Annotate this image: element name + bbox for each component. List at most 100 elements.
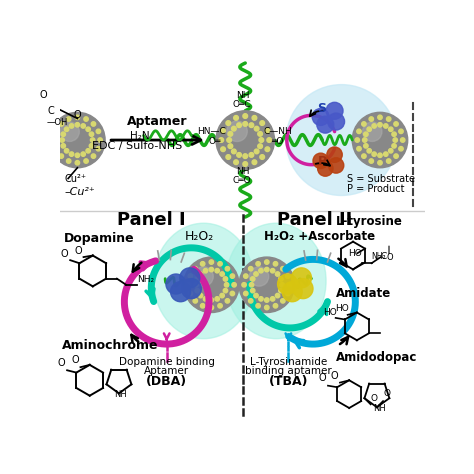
- Text: C: C: [381, 252, 387, 261]
- Text: S: S: [318, 102, 327, 115]
- Circle shape: [367, 127, 372, 131]
- Circle shape: [66, 159, 71, 163]
- Circle shape: [248, 266, 253, 271]
- Text: Aptamer: Aptamer: [127, 115, 188, 128]
- Circle shape: [98, 138, 102, 142]
- Circle shape: [293, 279, 313, 299]
- Text: H₂O₂: H₂O₂: [184, 230, 214, 243]
- Circle shape: [389, 127, 393, 131]
- Circle shape: [327, 147, 342, 163]
- Text: HO: HO: [323, 308, 337, 317]
- Text: O: O: [73, 110, 81, 120]
- Circle shape: [328, 113, 345, 130]
- Text: O: O: [331, 371, 338, 381]
- Circle shape: [393, 138, 397, 142]
- Text: Dopamine: Dopamine: [64, 232, 135, 245]
- Circle shape: [394, 154, 398, 158]
- Circle shape: [209, 298, 214, 302]
- Circle shape: [275, 272, 280, 276]
- Circle shape: [378, 123, 382, 127]
- Text: Dopamine binding: Dopamine binding: [119, 357, 215, 367]
- Circle shape: [254, 272, 258, 276]
- Circle shape: [258, 132, 263, 136]
- Circle shape: [243, 122, 247, 126]
- Circle shape: [221, 147, 226, 152]
- Circle shape: [364, 144, 368, 148]
- Circle shape: [273, 303, 278, 308]
- Text: L-tyrosine: L-tyrosine: [336, 215, 403, 228]
- Circle shape: [357, 146, 361, 151]
- Text: ═O: ═O: [271, 137, 283, 146]
- Text: HO: HO: [335, 304, 349, 313]
- Circle shape: [254, 149, 259, 154]
- Circle shape: [264, 260, 269, 264]
- Circle shape: [61, 132, 65, 137]
- Text: O: O: [40, 91, 47, 100]
- Circle shape: [225, 266, 229, 271]
- Circle shape: [270, 297, 275, 301]
- Text: H₂N: H₂N: [130, 131, 149, 141]
- Circle shape: [312, 109, 329, 126]
- Circle shape: [223, 277, 228, 281]
- Circle shape: [265, 128, 270, 133]
- Circle shape: [75, 153, 80, 157]
- Circle shape: [188, 274, 192, 278]
- Circle shape: [234, 160, 238, 164]
- Circle shape: [285, 274, 290, 278]
- Circle shape: [228, 144, 233, 148]
- Circle shape: [256, 262, 260, 266]
- Circle shape: [260, 121, 264, 126]
- Circle shape: [364, 132, 368, 137]
- Circle shape: [363, 122, 382, 141]
- Circle shape: [264, 267, 269, 272]
- Circle shape: [209, 260, 214, 264]
- Circle shape: [59, 154, 64, 158]
- Circle shape: [363, 138, 367, 142]
- Circle shape: [355, 138, 359, 142]
- Circle shape: [249, 267, 269, 286]
- Circle shape: [249, 283, 254, 287]
- Circle shape: [260, 155, 264, 159]
- Circle shape: [171, 282, 191, 302]
- Circle shape: [96, 129, 100, 134]
- Circle shape: [378, 115, 382, 119]
- Circle shape: [195, 277, 200, 281]
- Circle shape: [234, 116, 238, 120]
- Circle shape: [96, 146, 100, 151]
- Text: P: P: [318, 155, 327, 168]
- Text: C: C: [48, 106, 55, 116]
- Circle shape: [352, 112, 408, 168]
- Circle shape: [64, 127, 69, 131]
- Text: —OH: —OH: [46, 118, 68, 127]
- Text: O═C: O═C: [232, 100, 251, 109]
- Text: NH: NH: [236, 91, 250, 100]
- Circle shape: [252, 160, 257, 164]
- Text: (DBA): (DBA): [146, 375, 187, 388]
- Circle shape: [232, 283, 237, 287]
- Text: Panel I: Panel I: [117, 211, 186, 229]
- Circle shape: [369, 117, 374, 121]
- Circle shape: [378, 161, 382, 165]
- Text: O: O: [319, 373, 326, 383]
- Circle shape: [259, 297, 263, 301]
- Circle shape: [180, 268, 200, 288]
- Circle shape: [188, 292, 192, 296]
- Text: NH₂: NH₂: [137, 275, 154, 284]
- Circle shape: [166, 274, 186, 294]
- Circle shape: [218, 262, 222, 266]
- Circle shape: [69, 152, 74, 156]
- Circle shape: [248, 299, 253, 303]
- Circle shape: [386, 159, 391, 163]
- Circle shape: [326, 102, 343, 119]
- Text: S = Substrate: S = Substrate: [347, 173, 415, 183]
- Circle shape: [264, 305, 269, 310]
- Circle shape: [282, 282, 302, 302]
- Text: O: O: [61, 249, 69, 259]
- Text: Amidate: Amidate: [336, 287, 392, 300]
- Text: NH: NH: [373, 404, 386, 413]
- Circle shape: [254, 293, 258, 298]
- Text: H₂O₂ +Ascorbate: H₂O₂ +Ascorbate: [264, 230, 375, 243]
- Circle shape: [357, 129, 361, 134]
- Circle shape: [280, 283, 284, 287]
- Circle shape: [392, 132, 396, 137]
